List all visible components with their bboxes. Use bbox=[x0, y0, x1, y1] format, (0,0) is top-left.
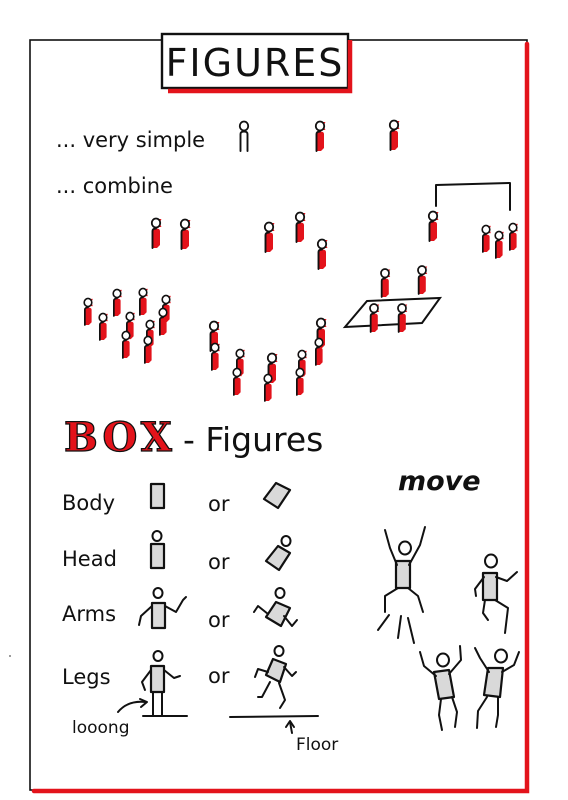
cheering-figure bbox=[474, 647, 520, 729]
or-text: or bbox=[208, 608, 230, 632]
red-figure bbox=[314, 120, 327, 152]
page-title: FIGURES bbox=[166, 41, 345, 85]
label-arms: Arms bbox=[62, 602, 116, 626]
red-figure bbox=[388, 119, 401, 151]
stage-group bbox=[427, 182, 519, 259]
figure-arc bbox=[208, 317, 328, 402]
title-box: FIGURES bbox=[160, 32, 353, 94]
floor-note: Floor bbox=[296, 735, 338, 755]
note-very-simple: ... very simple bbox=[56, 128, 205, 152]
cheering-figure bbox=[419, 645, 462, 731]
figures-word: - Figures bbox=[183, 420, 323, 459]
or-text: or bbox=[208, 664, 230, 688]
legs-figure-running bbox=[229, 645, 319, 734]
legs-figure-upright bbox=[117, 650, 188, 717]
table-meeting bbox=[342, 265, 443, 333]
arms-figure-upright bbox=[138, 587, 187, 630]
head-box-tilted bbox=[264, 535, 292, 572]
outline-figure bbox=[238, 120, 250, 152]
jumping-figure bbox=[377, 526, 426, 644]
figure-pair bbox=[150, 217, 192, 250]
figure-trio bbox=[263, 211, 329, 270]
label-legs: Legs bbox=[62, 665, 111, 689]
move-label: move bbox=[398, 466, 481, 497]
ink-dot bbox=[9, 655, 11, 657]
box-word: BOX bbox=[64, 414, 176, 461]
walking-figure bbox=[474, 553, 518, 634]
body-box-tilted bbox=[262, 481, 292, 510]
or-text: or bbox=[208, 550, 230, 574]
head-box-upright bbox=[149, 530, 166, 570]
looong-note: looong bbox=[72, 718, 130, 738]
or-text: or bbox=[208, 492, 230, 516]
simple-figures bbox=[238, 119, 401, 152]
crowd bbox=[82, 287, 172, 364]
label-head: Head bbox=[62, 547, 117, 571]
note-combine: ... combine bbox=[56, 174, 173, 198]
arms-figure-tilted bbox=[253, 587, 298, 628]
box-heading: BOX - Figures bbox=[63, 413, 323, 461]
body-box-upright bbox=[149, 482, 166, 510]
label-body: Body bbox=[62, 491, 115, 515]
